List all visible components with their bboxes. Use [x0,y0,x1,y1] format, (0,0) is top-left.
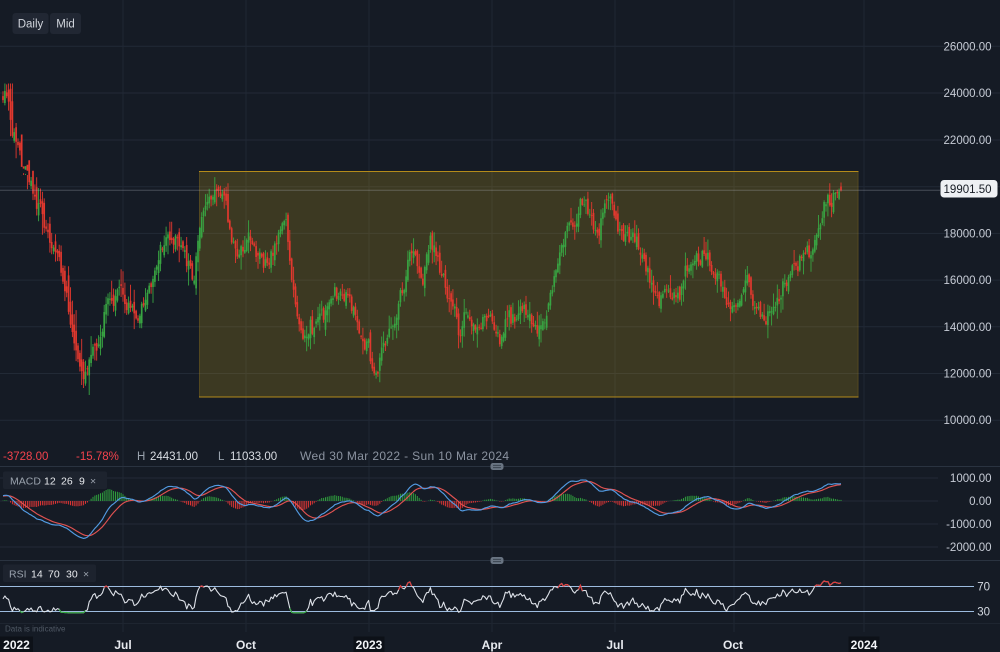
svg-text:2023: 2023 [356,638,383,652]
svg-text:-15.78%: -15.78% [76,451,119,463]
svg-text:-2000.00: -2000.00 [946,542,991,554]
svg-text:Mid: Mid [56,19,75,31]
svg-text:19901.50: 19901.50 [944,184,992,196]
svg-text:12: 12 [44,475,56,487]
svg-text:Oct: Oct [723,638,743,652]
svg-text:Jul: Jul [114,638,131,652]
svg-text:10000.00: 10000.00 [944,415,992,427]
svg-text:11033.00: 11033.00 [230,451,277,463]
svg-text:26000.00: 26000.00 [944,41,992,53]
svg-text:18000.00: 18000.00 [944,228,992,240]
svg-text:Oct: Oct [236,638,256,652]
svg-text:RSI: RSI [9,568,27,580]
svg-text:2024: 2024 [851,638,878,652]
svg-text:H: H [137,451,145,463]
svg-text:24000.00: 24000.00 [944,88,992,100]
svg-text:1000.00: 1000.00 [950,473,992,485]
svg-text:70: 70 [48,568,60,580]
svg-text:Apr: Apr [482,638,503,652]
svg-text:2022: 2022 [3,638,30,652]
svg-text:×: × [83,568,89,580]
svg-text:12000.00: 12000.00 [944,369,992,381]
svg-text:0.00: 0.00 [969,496,991,508]
svg-text:Jul: Jul [606,638,623,652]
svg-text:-1000.00: -1000.00 [946,519,991,531]
svg-text:30: 30 [977,607,990,619]
svg-text:26: 26 [61,475,73,487]
svg-text:14: 14 [31,568,43,580]
svg-text:MACD: MACD [10,475,41,487]
svg-text:22000.00: 22000.00 [944,135,992,147]
svg-text:Data is indicative: Data is indicative [5,625,66,634]
svg-text:14000.00: 14000.00 [944,322,992,334]
svg-text:Daily: Daily [18,19,44,31]
svg-text:L: L [218,451,225,463]
svg-text:×: × [90,475,96,487]
svg-text:-3728.00: -3728.00 [3,451,48,463]
svg-text:24431.00: 24431.00 [150,451,198,463]
svg-text:70: 70 [977,582,990,594]
svg-text:9: 9 [79,475,85,487]
svg-text:Wed 30 Mar 2022 - Sun 10 Mar 2: Wed 30 Mar 2022 - Sun 10 Mar 2024 [300,449,509,463]
svg-text:16000.00: 16000.00 [944,275,992,287]
svg-text:30: 30 [66,568,78,580]
